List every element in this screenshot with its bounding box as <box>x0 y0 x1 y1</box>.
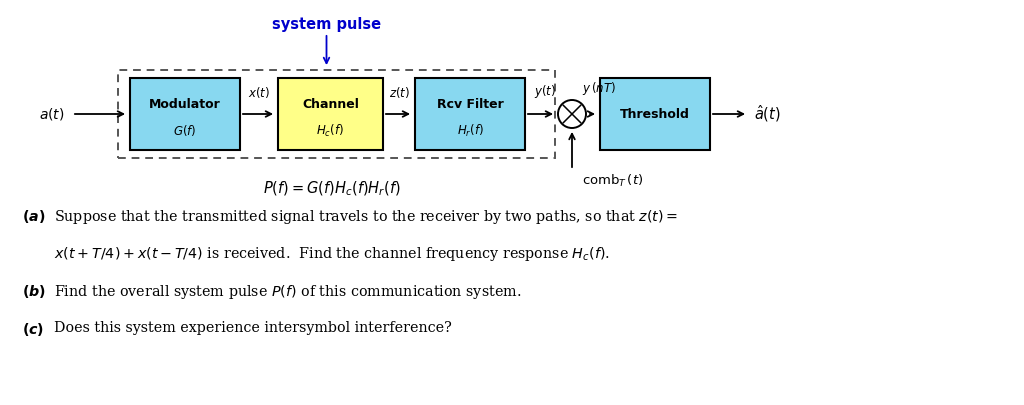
Text: $P(f) = G(f)H_c(f)H_r(f)$: $P(f) = G(f)H_c(f)H_r(f)$ <box>262 180 400 198</box>
Text: $y\,(nT)$: $y\,(nT)$ <box>582 80 616 97</box>
Text: $x(t+T/4) + x(t-T/4)$ is received.  Find the channel frequency response $H_c(f)$: $x(t+T/4) + x(t-T/4)$ is received. Find … <box>54 245 610 263</box>
Text: $\mathrm{comb}_T\,(t)$: $\mathrm{comb}_T\,(t)$ <box>582 173 643 189</box>
Text: $y(t)$: $y(t)$ <box>534 83 556 100</box>
Bar <box>600 78 710 150</box>
Text: $G(f)$: $G(f)$ <box>173 123 197 138</box>
Text: Does this system experience intersymbol interference?: Does this system experience intersymbol … <box>54 321 452 335</box>
Bar <box>130 78 240 150</box>
Text: Threshold: Threshold <box>621 107 690 121</box>
Text: $H_r(f)$: $H_r(f)$ <box>457 122 483 139</box>
Text: system pulse: system pulse <box>272 17 381 32</box>
Text: $a(t)$: $a(t)$ <box>39 106 65 122</box>
Text: $\boldsymbol{(c)}$: $\boldsymbol{(c)}$ <box>22 321 44 338</box>
Text: $\boldsymbol{(a)}$: $\boldsymbol{(a)}$ <box>22 208 45 225</box>
Circle shape <box>558 100 586 128</box>
Text: Suppose that the transmitted signal travels to the receiver by two paths, so tha: Suppose that the transmitted signal trav… <box>54 208 678 226</box>
Text: Modulator: Modulator <box>150 98 221 111</box>
Text: Rcv Filter: Rcv Filter <box>436 98 504 111</box>
Bar <box>415 78 525 150</box>
Text: $\hat{a}(t)$: $\hat{a}(t)$ <box>754 104 780 124</box>
Bar <box>278 78 383 150</box>
Text: $H_c(f)$: $H_c(f)$ <box>316 122 344 139</box>
Text: $z(t)$: $z(t)$ <box>388 85 410 100</box>
Text: $\boldsymbol{(b)}$: $\boldsymbol{(b)}$ <box>22 283 46 300</box>
Text: Find the overall system pulse $P(f)$ of this communication system.: Find the overall system pulse $P(f)$ of … <box>54 283 521 301</box>
Text: Channel: Channel <box>302 98 359 111</box>
Text: $x(t)$: $x(t)$ <box>248 85 270 100</box>
Bar <box>118 70 555 158</box>
